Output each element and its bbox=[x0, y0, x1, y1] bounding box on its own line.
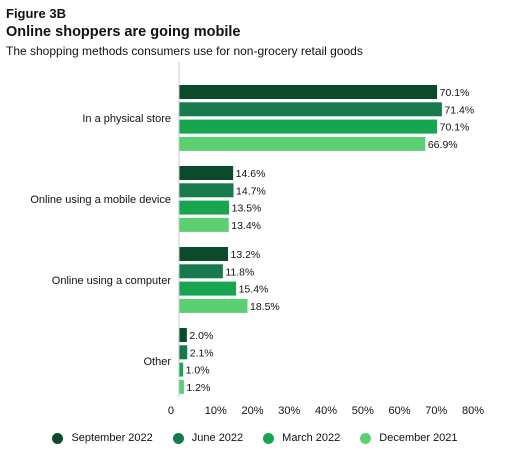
chart-title: Online shoppers are going mobile bbox=[6, 24, 241, 40]
figure-label: Figure 3B bbox=[6, 6, 66, 21]
data-label: 1.2% bbox=[186, 382, 210, 394]
data-label: 13.4% bbox=[231, 220, 261, 232]
bar bbox=[179, 298, 248, 313]
category-label: Online using a computer bbox=[52, 275, 172, 287]
legend-label: September 2022 bbox=[71, 432, 153, 444]
legend-label: March 2022 bbox=[282, 432, 341, 444]
legend-swatch bbox=[52, 432, 64, 444]
chart-legend: September 2022 June 2022 March 2022 Decembe… bbox=[0, 432, 510, 444]
bar bbox=[179, 200, 230, 215]
x-tick-label: 80% bbox=[462, 405, 484, 417]
data-label: 13.2% bbox=[231, 249, 261, 261]
bar bbox=[179, 102, 442, 117]
x-tick-label: 0 bbox=[168, 405, 174, 417]
legend-label: December 2021 bbox=[379, 432, 458, 444]
x-tick-label: 10% bbox=[205, 405, 227, 417]
legend-item: March 2022 bbox=[263, 432, 340, 444]
category-label: In a physical store bbox=[82, 113, 171, 125]
figure-header: Figure 3B Online shoppers are going mobi… bbox=[6, 5, 363, 59]
bar bbox=[179, 345, 188, 360]
legend-swatch bbox=[360, 432, 372, 444]
data-label: 2.0% bbox=[189, 330, 213, 342]
legend-item: September 2022 bbox=[52, 432, 153, 444]
bar bbox=[179, 119, 438, 134]
bar bbox=[179, 85, 438, 99]
data-label: 15.4% bbox=[239, 284, 269, 296]
x-tick-label: 30% bbox=[278, 405, 300, 417]
data-label: 11.8% bbox=[225, 266, 254, 278]
legend-item: June 2022 bbox=[172, 432, 244, 444]
bar bbox=[179, 247, 229, 261]
legend-swatch bbox=[263, 432, 275, 444]
bar bbox=[179, 264, 223, 279]
bar bbox=[179, 166, 234, 180]
legend-swatch bbox=[172, 432, 184, 444]
legend-label: June 2022 bbox=[191, 432, 244, 444]
bar bbox=[179, 281, 237, 296]
bar bbox=[179, 217, 229, 232]
data-label: 2.1% bbox=[190, 347, 214, 359]
bar bbox=[179, 362, 184, 377]
category-label: Other bbox=[143, 356, 171, 368]
category-label: Online using a mobile device bbox=[30, 194, 171, 206]
bar-chart: 0 10% 20% 30% 40% 50% 60% 70% 80% In a physical s… bbox=[30, 62, 484, 417]
bar bbox=[179, 136, 426, 151]
x-tick-label: 20% bbox=[241, 405, 263, 417]
data-label: 70.1% bbox=[440, 122, 470, 134]
legend-item: December 2021 bbox=[360, 432, 458, 444]
bar bbox=[179, 328, 187, 342]
data-label: 71.4% bbox=[444, 104, 474, 116]
x-tick-label: 50% bbox=[352, 405, 374, 417]
bar bbox=[179, 379, 184, 394]
chart-subtitle: The shopping methods consumers use for n… bbox=[6, 44, 363, 58]
data-label: 18.5% bbox=[250, 301, 280, 313]
x-tick-label: 60% bbox=[388, 405, 410, 417]
data-label: 14.6% bbox=[236, 168, 266, 180]
x-tick-label: 70% bbox=[425, 405, 447, 417]
data-label: 66.9% bbox=[428, 139, 458, 151]
data-label: 1.0% bbox=[186, 365, 210, 377]
data-label: 13.5% bbox=[232, 203, 262, 215]
x-tick-label: 40% bbox=[315, 405, 337, 417]
data-label: 70.1% bbox=[440, 87, 470, 99]
bar bbox=[179, 183, 234, 198]
data-label: 14.7% bbox=[236, 185, 266, 197]
